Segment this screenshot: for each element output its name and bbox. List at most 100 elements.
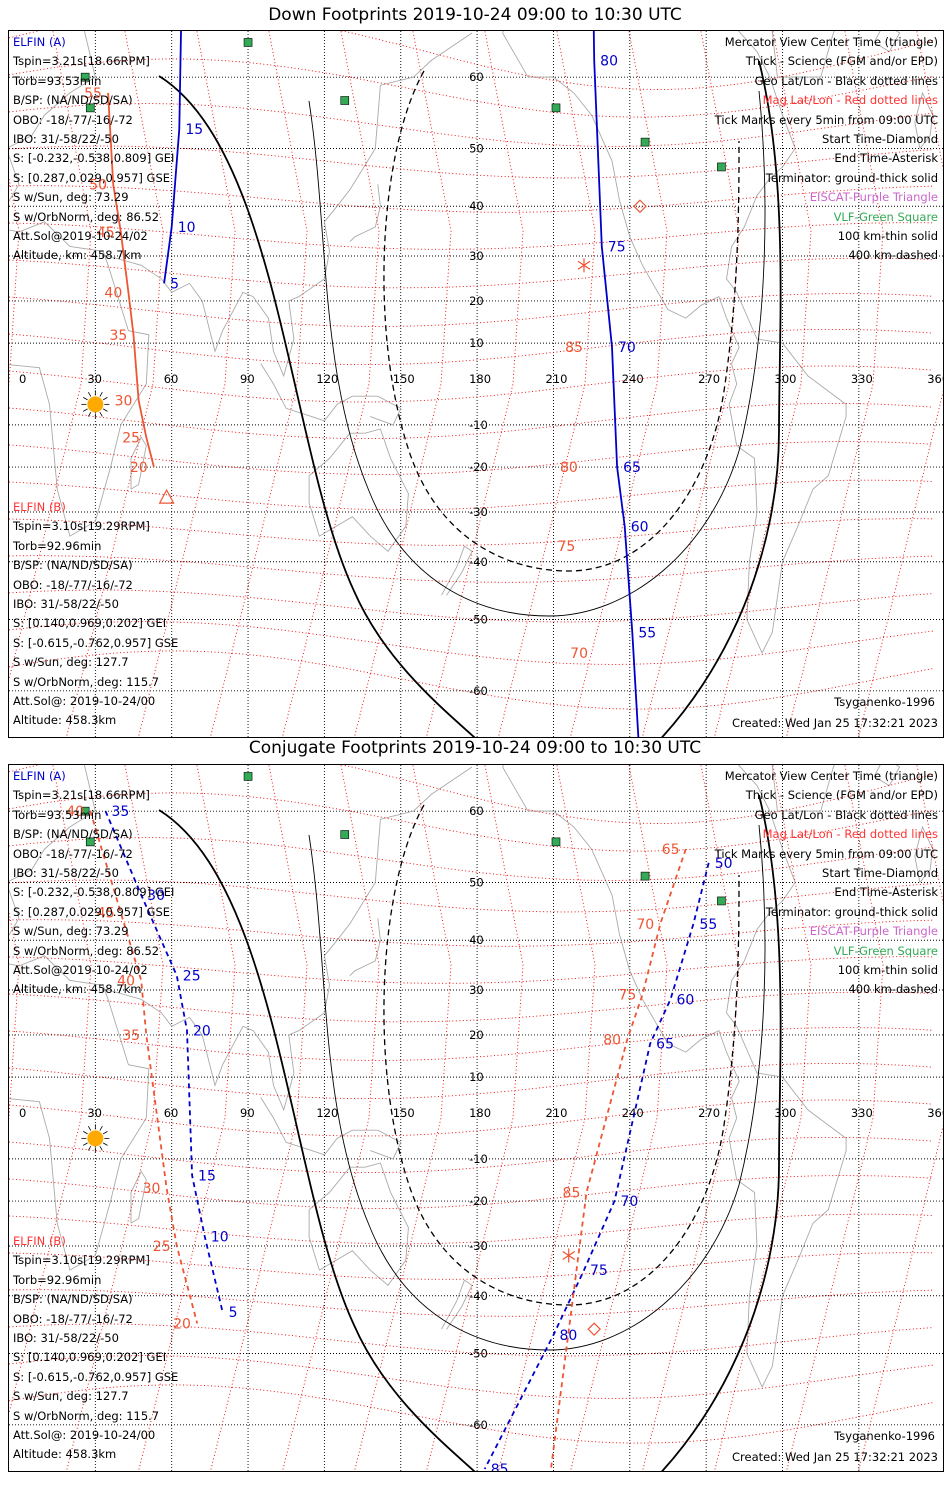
tick-minute-label: 75 — [590, 1263, 608, 1279]
legend-vlf: VLF-Green Square — [833, 943, 938, 958]
lon-tick-label: 150 — [393, 1106, 415, 1120]
tick-minute-label: 65 — [656, 1037, 674, 1053]
elfin-a-info-line: OBO: -18/-77/-16/-72 — [13, 112, 133, 127]
model-name: Tsyganenko-1996 — [834, 695, 935, 709]
tick-minute-label: 80 — [560, 460, 578, 476]
sun-icon — [81, 390, 110, 419]
elfin-a-info-line: S w/Sun, deg: 73.29 — [13, 190, 129, 205]
lon-tick-label: 360 — [927, 1106, 943, 1120]
tick-minute-label: 50 — [715, 856, 733, 872]
elfin-b-name: ELFIN (B) — [13, 1234, 66, 1248]
legend: Mercator View Center Time (triangle) Thic… — [715, 767, 938, 1000]
axis-labels: 0 30 60 90 120 150 180 210 240 270 300 330 360 70 60 50… — [19, 70, 943, 698]
vlf-site-marker — [243, 38, 253, 47]
lat-tick-label: 20 — [469, 294, 484, 308]
elfin-b-info-line: Altitude: 458.3km — [13, 1447, 117, 1462]
map-canvas: 0 30 60 90 120 150 180 210 240 270 300 330 360 70 60 50… — [9, 765, 943, 1471]
elfin-a-info-line: OBO: -18/-77/-16/-72 — [13, 846, 133, 861]
lat-tick-label: -50 — [469, 612, 488, 626]
lon-tick-label: 210 — [545, 372, 567, 386]
down-footprints-map: 0 30 60 90 120 150 180 210 240 270 300 330 360 70 60 50… — [8, 30, 944, 738]
lat-tick-label: 30 — [469, 983, 484, 997]
vlf-site-marker — [551, 103, 561, 113]
geo-grid — [9, 31, 943, 737]
elfin-a-info-line: S: [0.287,0.029,0.957] GSE — [13, 904, 171, 919]
tick-minute-label: 80 — [559, 1328, 577, 1344]
lat-tick-label: -30 — [469, 1239, 488, 1253]
tick-minute-label: 15 — [198, 1169, 216, 1185]
tick-minute-label: 80 — [600, 53, 618, 69]
coastlines — [9, 765, 934, 1388]
created-timestamp: Created: Wed Jan 25 17:32:21 2023 — [731, 1450, 938, 1464]
lat-tick-label: -30 — [469, 505, 488, 519]
elfin-a-info-line: S w/Sun, deg: 73.29 — [13, 924, 129, 939]
legend-end-time: End Time-Asterisk — [834, 885, 938, 900]
lon-tick-label: 330 — [851, 372, 873, 386]
elfin-b-info-line: S w/Sun, deg: 127.7 — [13, 1389, 129, 1404]
elfin-b-info-line: B/SP: (NA/ND/SD/SA) — [13, 1292, 133, 1307]
vlf-site-marker — [640, 871, 650, 881]
lon-tick-label: 150 — [393, 372, 415, 386]
elfin-a-info-line: Tspin=3.21s[18.66RPM] — [13, 54, 150, 69]
elfin-a-info-line: S: [0.287,0.029,0.957] GSE — [13, 170, 171, 185]
tick-minute-label: 35 — [122, 1028, 140, 1044]
legend-vlf: VLF-Green Square — [833, 209, 938, 224]
elfin-b-info-line: OBO: -18/-77/-16/-72 — [13, 1311, 133, 1326]
tick-minute-label: 15 — [185, 122, 203, 138]
tick-minute-label: 5 — [170, 276, 179, 292]
tick-minute-label: 60 — [631, 519, 649, 535]
satellite-track-elfin-b — [549, 848, 687, 1471]
conjugate-panel-title: Conjugate Footprints 2019-10-24 09:00 to… — [248, 738, 702, 758]
elfin-b-info: ELFIN (B) Tspin=3.10s[19.29RPM] Torb=92.96… — [13, 498, 178, 731]
tick-minute-label: 5 — [229, 1305, 238, 1321]
elfin-a-info-line: Altitude, km: 458.7km — [13, 248, 142, 263]
lon-tick-label: 60 — [164, 1106, 179, 1120]
end-time-asterisk — [577, 258, 591, 273]
elfin-b-info-line: Att.Sol@: 2019-10-24/00 — [13, 1427, 156, 1442]
tick-minute-label: 30 — [143, 1181, 161, 1197]
axis-labels: 0 30 60 90 120 150 180 210 240 270 300 330 360 70 60 50… — [19, 804, 943, 1432]
lon-tick-label: 210 — [545, 1106, 567, 1120]
tick-minute-label: 70 — [570, 646, 588, 662]
vlf-site-marker — [717, 896, 726, 906]
conjugate-footprints-map: 0 30 60 90 120 150 180 210 240 270 300 330 360 70 60 50… — [8, 764, 944, 1472]
terminator-lines — [158, 794, 782, 1471]
lon-tick-label: 270 — [698, 372, 720, 386]
lat-tick-label: -50 — [469, 1346, 488, 1360]
lon-tick-label: 120 — [316, 372, 338, 386]
tick-minute-label: 55 — [699, 917, 717, 933]
elfin-b-info-line: Torb=92.96min — [13, 538, 102, 553]
tick-minute-label: 10 — [583, 31, 601, 35]
elfin-a-name: ELFIN (A) — [13, 769, 66, 783]
legend-100km: 100 km-thin solid — [837, 228, 938, 243]
terminator-lines — [158, 60, 782, 737]
tick-minute-label: 55 — [84, 86, 102, 102]
satellite-track-elfin-b — [107, 92, 155, 468]
legend-400km: 400 km-dashed — [848, 982, 938, 997]
satellite-track-elfin-a — [163, 31, 182, 284]
tick-minute-label: 40 — [117, 974, 135, 990]
elfin-b-info-line: S: [0.140,0.969,0.202] GEI — [13, 616, 167, 631]
elfin-a-info-line: B/SP: (NA/ND/SD/SA) — [13, 93, 133, 108]
elfin-b-name: ELFIN (B) — [13, 500, 66, 514]
elfin-a-info-line: S w/OrbNorm, deg: 86.52 — [13, 209, 160, 224]
tick-minute-label: 30 — [147, 888, 165, 904]
tick-minute-label: 75 — [619, 988, 637, 1004]
lon-tick-label: 90 — [240, 372, 255, 386]
tick-minute-label: 25 — [183, 969, 201, 985]
mag-grid — [9, 31, 943, 737]
elfin-b-info-line: S: [-0.615,-0.762,0.957] GSE — [13, 1369, 179, 1384]
legend-tick-marks: Tick Marks every 5min from 09:00 UTC — [714, 112, 938, 127]
vlf-site-marker — [80, 806, 90, 816]
tick-minute-label: 35 — [110, 328, 128, 344]
lon-tick-label: 180 — [469, 372, 491, 386]
satellite-track-elfin-a — [592, 31, 640, 737]
lat-tick-label: 60 — [469, 70, 484, 84]
lat-tick-label: -40 — [469, 1289, 488, 1303]
legend-100km: 100 km-thin solid — [837, 962, 938, 977]
model-name: Tsyganenko-1996 — [834, 1429, 935, 1443]
legend-end-time: End Time-Asterisk — [834, 151, 938, 166]
lon-tick-label: 240 — [622, 1106, 644, 1120]
tick-minute-label: 50 — [89, 177, 107, 193]
tick-minute-label: 25 — [122, 430, 140, 446]
